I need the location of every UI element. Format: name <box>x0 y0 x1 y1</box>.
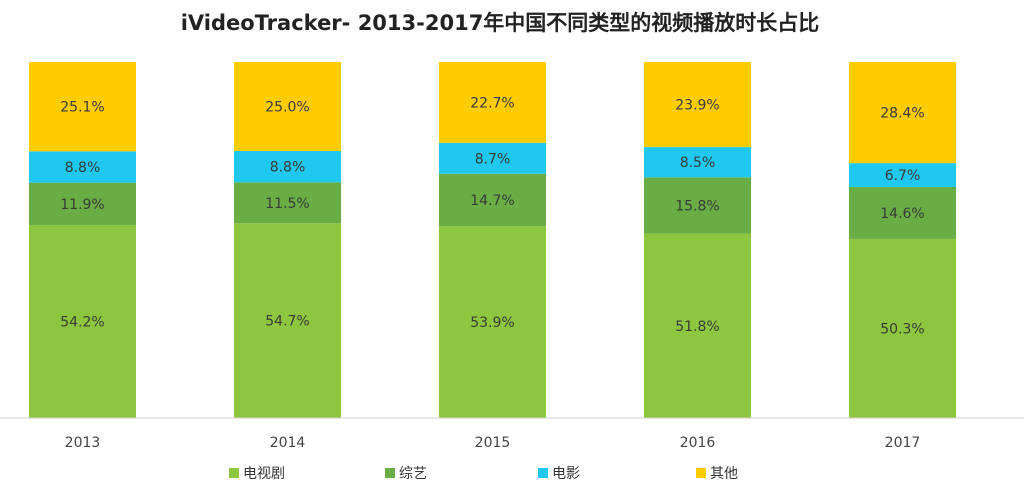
chart-title: iVideoTracker- 2013-2017年中国不同类型的视频播放时长占比 <box>181 11 820 35</box>
data-label-2016-1: 51.8% <box>675 319 719 335</box>
data-label-2017-2: 14.6% <box>880 206 924 222</box>
data-label-2017-4: 28.4% <box>880 106 924 122</box>
bar-segment-2015-1[interactable] <box>439 226 546 418</box>
bar-segment-2014-3[interactable] <box>234 151 341 183</box>
bars-layer: 54.2% 11.9% 8.8% 25.1% 54.7% 11.5% 8.8% 25.0% 53… <box>29 62 956 418</box>
bar-group-2015: 53.9% 14.7% 8.7% 22.7% <box>439 62 546 418</box>
bar-group-2017: 50.3% 14.6% 6.7% 28.4% <box>849 62 956 418</box>
data-label-2015-4: 22.7% <box>470 95 514 111</box>
x-axis-ticks: 2013 2014 2015 2016 2017 <box>65 435 921 451</box>
data-label-2015-1: 53.9% <box>470 315 514 331</box>
data-label-2014-1: 54.7% <box>265 314 309 330</box>
bar-segment-2014-2[interactable] <box>234 182 341 224</box>
bar-segment-2017-2[interactable] <box>849 186 956 239</box>
legend-item-2[interactable]: 综艺 <box>385 466 427 482</box>
bar-segment-2015-2[interactable] <box>439 173 546 227</box>
legend-swatch-1 <box>229 468 239 478</box>
legend-swatch-3 <box>538 468 548 478</box>
legend-label-2: 综艺 <box>399 466 427 482</box>
data-label-2017-1: 50.3% <box>880 321 924 337</box>
x-tick-label-2016: 2016 <box>680 435 716 451</box>
bar-segment-2014-1[interactable] <box>234 223 341 418</box>
data-label-2014-4: 25.0% <box>265 100 309 116</box>
data-label-2013-4: 25.1% <box>60 100 104 116</box>
data-label-2015-2: 14.7% <box>470 193 514 209</box>
bar-segment-2016-4[interactable] <box>644 62 751 148</box>
bar-segment-2015-3[interactable] <box>439 142 546 174</box>
legend-label-3: 电影 <box>552 466 580 482</box>
bar-segment-2017-3[interactable] <box>849 163 956 187</box>
data-label-2017-3: 6.7% <box>885 168 921 184</box>
x-tick-label-2014: 2014 <box>270 435 306 451</box>
bar-segment-2016-2[interactable] <box>644 177 751 234</box>
legend: 电视剧 综艺 电影 其他 <box>229 466 738 482</box>
bar-segment-2017-1[interactable] <box>849 238 956 418</box>
legend-label-1: 电视剧 <box>243 466 285 482</box>
legend-swatch-4 <box>696 468 706 478</box>
legend-swatch-2 <box>385 468 395 478</box>
legend-item-1[interactable]: 电视剧 <box>229 466 285 482</box>
x-tick-label-2013: 2013 <box>65 435 101 451</box>
data-label-2014-3: 8.8% <box>270 160 306 176</box>
bar-segment-2014-4[interactable] <box>234 62 341 151</box>
x-tick-label-2015: 2015 <box>475 435 511 451</box>
bar-segment-2016-3[interactable] <box>644 147 751 178</box>
bar-segment-2016-1[interactable] <box>644 233 751 418</box>
x-tick-label-2017: 2017 <box>885 435 921 451</box>
legend-item-4[interactable]: 其他 <box>696 466 738 482</box>
data-label-2016-2: 15.8% <box>675 198 719 214</box>
legend-item-3[interactable]: 电影 <box>538 466 580 482</box>
data-label-2016-3: 8.5% <box>680 155 716 171</box>
legend-label-4: 其他 <box>710 466 738 482</box>
bar-segment-2013-4[interactable] <box>29 62 136 152</box>
bar-segment-2013-2[interactable] <box>29 182 136 226</box>
bar-segment-2013-3[interactable] <box>29 151 136 183</box>
bar-segment-2015-4[interactable] <box>439 62 546 143</box>
data-label-2016-4: 23.9% <box>675 98 719 114</box>
data-label-2013-1: 54.2% <box>60 315 104 331</box>
bar-segment-2017-4[interactable] <box>849 62 956 164</box>
data-label-2014-2: 11.5% <box>265 196 309 212</box>
bar-segment-2013-1[interactable] <box>29 225 136 418</box>
bar-group-2016: 51.8% 15.8% 8.5% 23.9% <box>644 62 751 418</box>
bar-group-2013: 54.2% 11.9% 8.8% 25.1% <box>29 62 136 418</box>
data-label-2013-3: 8.8% <box>65 160 101 176</box>
data-label-2015-3: 8.7% <box>475 151 511 167</box>
data-label-2013-2: 11.9% <box>60 197 104 213</box>
bar-group-2014: 54.7% 11.5% 8.8% 25.0% <box>234 62 341 418</box>
